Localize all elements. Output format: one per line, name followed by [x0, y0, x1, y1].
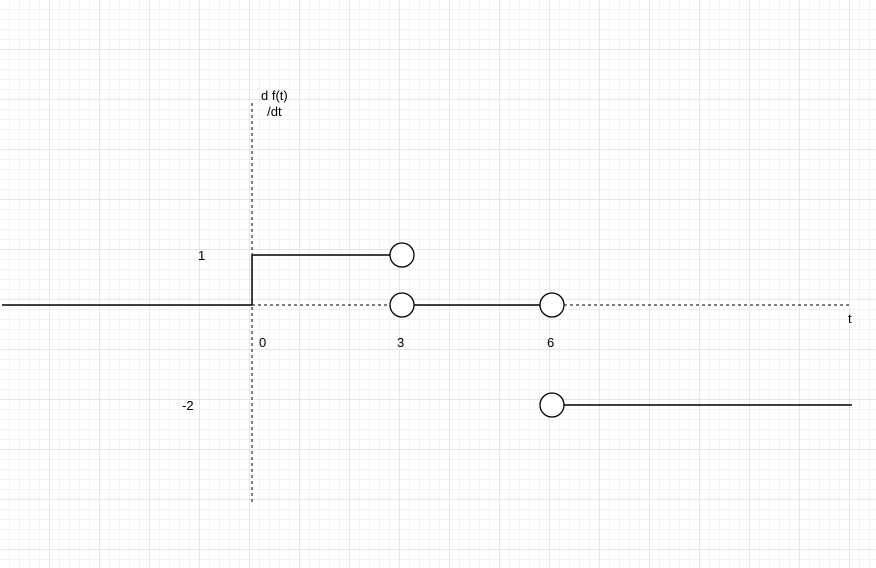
x-tick-label-0: 0 [259, 335, 267, 350]
y-tick-label-1: 1 [198, 248, 206, 263]
y-axis-label: d f(t) /dt [261, 88, 288, 119]
open-endpoint-circle [389, 242, 415, 268]
function-segments [2, 254, 852, 406]
x-tick-label-6: 6 [547, 335, 555, 350]
y-tick-label-neg2: -2 [182, 398, 194, 413]
open-endpoints [389, 242, 565, 418]
open-endpoint-circle [539, 392, 565, 418]
open-endpoint-circle [539, 292, 565, 318]
open-endpoint-circle [389, 292, 415, 318]
x-tick-label-3: 3 [397, 335, 405, 350]
x-axis-label: t [848, 311, 852, 326]
